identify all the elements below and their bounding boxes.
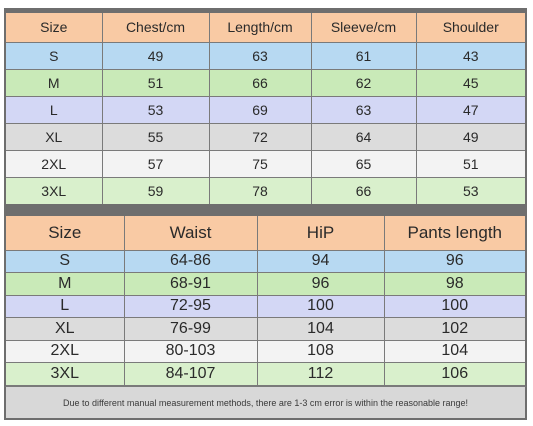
top-table-cell: 45	[416, 69, 525, 97]
bottom-table-cell: L	[6, 295, 125, 318]
top-table-cell: 53	[102, 96, 210, 124]
bottom-table-cell: 98	[384, 272, 525, 296]
bottom-table-row: XL 76-99 104 102	[6, 317, 525, 341]
top-table-header-cell: Chest/cm	[102, 13, 210, 43]
top-table-cell: 59	[102, 177, 210, 205]
bottom-table-cell: 84-107	[124, 362, 258, 386]
top-table-cell: 64	[311, 123, 417, 151]
top-table-cell: 66	[311, 177, 417, 205]
top-table-row: L 53 69 63 47	[6, 96, 525, 124]
top-table-cell: 61	[311, 42, 417, 70]
top-table-cell: 51	[102, 69, 210, 97]
top-table-cell: XL	[6, 123, 103, 151]
top-table-row: S 49 63 61 43	[6, 42, 525, 70]
bottom-table-cell: 102	[384, 317, 525, 341]
top-table-cell: 2XL	[6, 150, 103, 178]
bottom-table-cell: 96	[384, 250, 525, 273]
bottom-table-cell: 100	[384, 295, 525, 318]
bottom-table-row: 3XL 84-107 112 106	[6, 362, 525, 386]
bottom-table-header-cell: HiP	[257, 216, 385, 251]
top-table-cell: M	[6, 69, 103, 97]
top-table-cell: 78	[209, 177, 312, 205]
top-table-cell: 75	[209, 150, 312, 178]
bottom-table-header-cell: Size	[6, 216, 125, 251]
top-table-header-cell: Size	[6, 13, 103, 43]
bottom-table-cell: 106	[384, 362, 525, 386]
bottom-table-row: S 64-86 94 96	[6, 250, 525, 273]
top-table-cell: 72	[209, 123, 312, 151]
bottom-table-cell: 112	[257, 362, 385, 386]
bottom-size-table: Size Waist HiP Pants length S 64-86 94 96 M 68-91…	[4, 216, 527, 386]
bottom-table-header-cell: Waist	[124, 216, 258, 251]
top-table-cell: S	[6, 42, 103, 70]
top-table-cell: 62	[311, 69, 417, 97]
top-table-row: 3XL 59 78 66 53	[6, 177, 525, 205]
bottom-table-cell: 94	[257, 250, 385, 273]
top-table-header-cell: Length/cm	[209, 13, 312, 43]
top-divider	[4, 8, 527, 13]
bottom-table-cell: 64-86	[124, 250, 258, 273]
top-table-row: M 51 66 62 45	[6, 69, 525, 97]
bottom-table-cell: 96	[257, 272, 385, 296]
top-table-header-cell: Sleeve/cm	[311, 13, 417, 43]
top-table-cell: 63	[209, 42, 312, 70]
top-table-cell: 3XL	[6, 177, 103, 205]
top-table-cell: 43	[416, 42, 525, 70]
top-table-header-cell: Shoulder	[416, 13, 525, 43]
top-table-header-row: Size Chest/cm Length/cm Sleeve/cm Shoulder	[6, 13, 525, 43]
top-table-row: XL 55 72 64 49	[6, 123, 525, 151]
bottom-table-cell: 100	[257, 295, 385, 318]
top-table-cell: 63	[311, 96, 417, 124]
top-table-cell: 57	[102, 150, 210, 178]
bottom-table-cell: 104	[257, 317, 385, 341]
bottom-table-cell: 104	[384, 340, 525, 363]
middle-divider	[4, 204, 527, 216]
top-table-cell: 53	[416, 177, 525, 205]
bottom-table-cell: 3XL	[6, 362, 125, 386]
bottom-table-header-cell: Pants length	[384, 216, 525, 251]
top-table-cell: 55	[102, 123, 210, 151]
bottom-table-cell: 80-103	[124, 340, 258, 363]
bottom-table-header-row: Size Waist HiP Pants length	[6, 216, 525, 251]
top-table-cell: 49	[102, 42, 210, 70]
bottom-table-cell: S	[6, 250, 125, 273]
bottom-table-cell: 76-99	[124, 317, 258, 341]
bottom-table-cell: 2XL	[6, 340, 125, 363]
bottom-table-cell: XL	[6, 317, 125, 341]
top-table-cell: 66	[209, 69, 312, 97]
bottom-table-cell: 68-91	[124, 272, 258, 296]
bottom-table-cell: 108	[257, 340, 385, 363]
bottom-table-cell: 72-95	[124, 295, 258, 318]
top-table-cell: 47	[416, 96, 525, 124]
top-table-cell: 69	[209, 96, 312, 124]
bottom-table-cell: M	[6, 272, 125, 296]
top-table-cell: 49	[416, 123, 525, 151]
bottom-table-row: 2XL 80-103 108 104	[6, 340, 525, 363]
bottom-table-row: M 68-91 96 98	[6, 272, 525, 296]
top-table-cell: 65	[311, 150, 417, 178]
bottom-table-row: L 72-95 100 100	[6, 295, 525, 318]
top-size-table: Size Chest/cm Length/cm Sleeve/cm Shoulder S 4…	[4, 13, 527, 205]
measurement-note: Due to different manual measurement meth…	[4, 386, 527, 420]
top-table-row: 2XL 57 75 65 51	[6, 150, 525, 178]
top-table-cell: 51	[416, 150, 525, 178]
top-table-cell: L	[6, 96, 103, 124]
